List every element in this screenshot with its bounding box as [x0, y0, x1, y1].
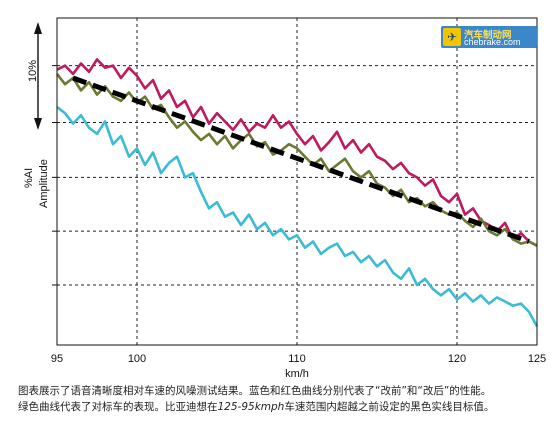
x-tick-label: 125 — [528, 353, 546, 365]
series-line-3 — [56, 105, 539, 328]
brake-logo-icon: ✈ — [443, 28, 461, 46]
watermark-text-cn: 汽车制动网 — [464, 30, 512, 41]
x-tick-label: 120 — [448, 353, 466, 365]
watermark-text-url: chebrake.com — [464, 37, 521, 47]
x-tick-label: 95 — [51, 353, 63, 365]
scale-marker-label: 10% — [27, 60, 39, 82]
x-ticks: 95 100 110 120 125 — [51, 353, 546, 365]
chart: 10% %AI Amplitude 95 100 110 120 125 km/h — [23, 17, 546, 380]
caption-line-2-italic: 125-95kmph — [217, 401, 285, 413]
grid — [52, 18, 537, 345]
caption-line-2-a: 绿色曲线代表了对标车的表现。比亚迪想在 — [18, 401, 218, 413]
series-line-1 — [56, 58, 538, 247]
x-tick-label: 110 — [288, 353, 306, 365]
plot-frame — [56, 17, 538, 346]
caption-line-1: 图表展示了语音清晰度相对车速的风噪测试结果。蓝色和红色曲线分别代表了“改前”和“… — [18, 385, 492, 397]
x-tick-label: 100 — [128, 353, 146, 365]
caption-line-2-b: 车速范围内超越之前设定的黑色实线目标值。 — [284, 401, 495, 413]
figure-caption: 图表展示了语音清晰度相对车速的风噪测试结果。蓝色和红色曲线分别代表了“改前”和“… — [18, 383, 548, 415]
series-layer — [55, 58, 539, 328]
x-axis-label: km/h — [285, 368, 309, 380]
caption-line-2: 绿色曲线代表了对标车的表现。比亚迪想在125-95kmph车速范围内超越之前设定… — [18, 399, 548, 415]
target-line — [72, 75, 530, 244]
y-axis-label: Amplitude — [38, 159, 50, 208]
scale-marker — [34, 22, 42, 130]
y-axis-label-secondary: %AI — [23, 168, 35, 188]
watermark-logo: ✈ 汽车制动网 chebrake.com — [441, 26, 537, 48]
